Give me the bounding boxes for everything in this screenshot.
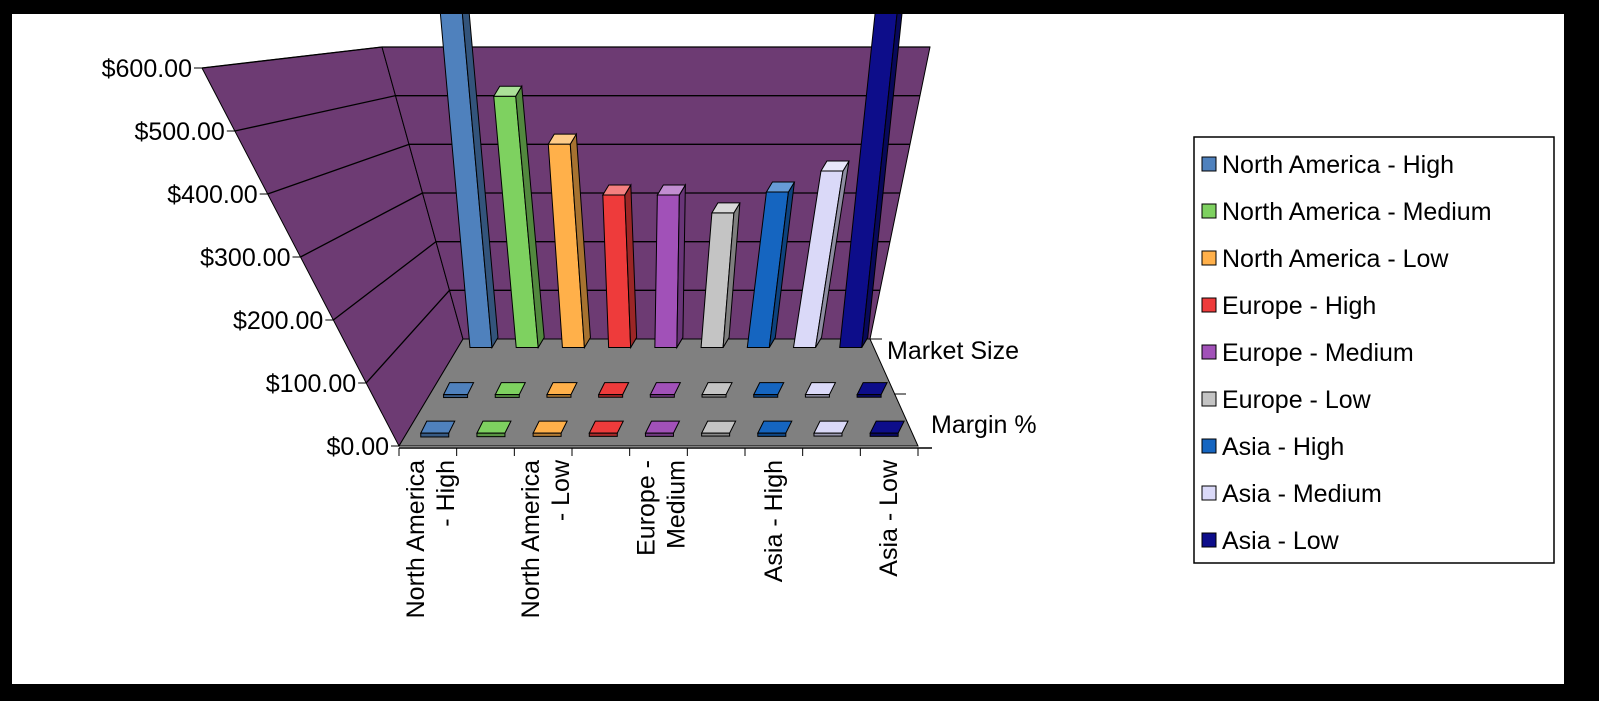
bar-top [645, 421, 679, 433]
bar-face [870, 433, 898, 436]
legend-label: North America - Low [1222, 245, 1449, 273]
bar-top [589, 421, 623, 433]
x-tick-label: Asia - High [760, 460, 788, 582]
bar-market-size [655, 185, 685, 348]
x-tick-label-line: Europe - [633, 460, 661, 556]
x-tick-label-line: North America [402, 460, 430, 618]
x-tick-label-line: - High [432, 460, 460, 527]
depth-label-market-size: Market Size [887, 337, 1019, 365]
legend-swatch [1202, 251, 1216, 265]
chart-svg: $0.00 $100.00 $200.00 $300.00 $400.00 $500.00… [12, 14, 1564, 684]
bar-face [477, 433, 505, 437]
bar-face [805, 395, 829, 397]
bar-face [547, 395, 571, 398]
y-tick-label: $300.00 [200, 244, 290, 272]
bar-face [589, 433, 617, 436]
legend-swatch [1202, 486, 1216, 500]
bar-face [857, 395, 881, 398]
bar-top [758, 421, 792, 433]
x-tick-label-line: Medium [663, 460, 691, 549]
y-tick-label: $200.00 [233, 307, 323, 335]
legend-swatch [1202, 157, 1216, 171]
x-tick-label-line: - Low [547, 459, 575, 521]
bar-face [421, 433, 449, 437]
legend-swatch [1202, 345, 1216, 359]
legend-swatch [1202, 204, 1216, 218]
chart-frame: $0.00 $100.00 $200.00 $300.00 $400.00 $500.00… [12, 14, 1564, 684]
bar-top [870, 421, 904, 433]
legend-label: Asia - Low [1222, 527, 1340, 555]
legend-swatch [1202, 439, 1216, 453]
bar-face [754, 395, 778, 398]
bar-top [814, 421, 848, 433]
bar-face [655, 195, 679, 348]
bar-top [702, 421, 736, 433]
chart-legend: North America - High North America - Medi… [1194, 137, 1554, 563]
bar-face [495, 395, 519, 398]
bar-face [599, 395, 623, 398]
bar-face [702, 395, 726, 397]
bar-top [421, 421, 455, 433]
legend-swatch [1202, 533, 1216, 547]
bar-top [477, 421, 511, 433]
bar-face [533, 433, 561, 436]
x-tick-label: North America- Low [517, 459, 575, 618]
bar-face [444, 395, 468, 398]
bar-face [650, 395, 674, 398]
bar-face [645, 433, 673, 436]
legend-label: Europe - Medium [1222, 339, 1414, 367]
y-tick-label: $400.00 [167, 181, 257, 209]
bar-top [533, 421, 567, 433]
y-tick-label: $600.00 [102, 55, 192, 83]
y-tick-label: $100.00 [266, 370, 356, 398]
legend-label: Asia - High [1222, 433, 1344, 461]
x-axis: North America- High North America- Low Eur… [399, 448, 932, 618]
legend-swatch [1202, 298, 1216, 312]
legend-label: North America - Medium [1222, 198, 1492, 226]
x-tick-label-line: North America [517, 460, 545, 618]
bar-face [702, 433, 730, 436]
depth-label-margin: Margin % [931, 411, 1037, 439]
bar-market-size [603, 185, 637, 348]
bar-face [758, 433, 786, 436]
legend-label: North America - High [1222, 151, 1454, 179]
x-tick-label: North America- High [402, 460, 460, 618]
legend-label: Europe - Low [1222, 386, 1372, 414]
y-tick-label: $0.00 [326, 433, 389, 461]
y-tick-label: $500.00 [134, 118, 224, 146]
x-tick-label-line: Asia - High [760, 460, 788, 582]
x-tick-label-line: Asia - Low [875, 459, 903, 577]
x-tick-label: Asia - Low [875, 459, 903, 577]
bar-face [814, 433, 842, 436]
legend-label: Europe - High [1222, 292, 1376, 320]
legend-label: Asia - Medium [1222, 480, 1382, 508]
legend-swatch [1202, 392, 1216, 406]
x-tick-label: Europe -Medium [633, 460, 691, 556]
